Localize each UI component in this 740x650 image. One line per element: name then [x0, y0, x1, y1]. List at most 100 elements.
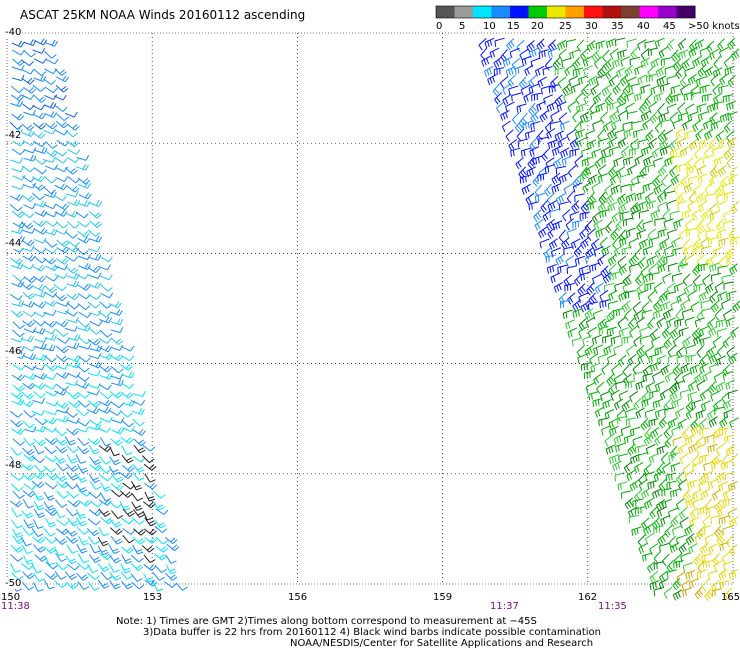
wind-barb: [515, 157, 524, 170]
wind-barb: [718, 137, 728, 150]
wind-barb: [726, 100, 737, 111]
wind-barb: [144, 536, 157, 544]
wind-barb: [76, 572, 89, 581]
wind-barb: [542, 209, 552, 222]
wind-barb: [688, 442, 698, 454]
wind-barb: [10, 336, 24, 343]
wind-barb: [77, 284, 91, 291]
wind-barb: [56, 113, 70, 122]
wind-barb: [725, 535, 735, 548]
wind-barb: [703, 470, 714, 482]
wind-barb: [700, 299, 711, 309]
wind-barb: [710, 514, 721, 525]
wind-barb: [678, 478, 687, 491]
wind-barb: [572, 182, 583, 193]
wind-barb: [703, 461, 714, 471]
wind-barb: [597, 254, 607, 267]
wind-barb: [43, 176, 57, 184]
wind-barb: [662, 208, 671, 222]
wind-barb: [714, 525, 723, 538]
wind-barb: [34, 167, 48, 175]
wind-barb: [661, 326, 671, 339]
wind-barb: [620, 56, 631, 67]
wind-barb: [563, 91, 574, 103]
wind-barb: [634, 92, 645, 102]
wind-barb: [570, 238, 581, 250]
wind-barb: [665, 472, 676, 482]
wind-barb: [673, 282, 684, 293]
wind-barb: [67, 176, 81, 184]
wind-barb: [565, 39, 577, 48]
wind-barb: [88, 281, 102, 289]
wind-barb: [682, 462, 691, 476]
wind-barb: [111, 489, 124, 497]
wind-barb: [108, 301, 122, 309]
wind-barb: [45, 39, 59, 47]
wind-barb: [33, 572, 45, 582]
wind-barb: [54, 273, 68, 279]
wind-barb: [674, 318, 685, 328]
wind-barb: [614, 281, 625, 292]
wind-barb: [574, 128, 585, 140]
wind-barb: [32, 104, 46, 111]
wind-barb: [152, 581, 164, 592]
wind-barb: [710, 390, 720, 402]
wind-barb: [678, 49, 689, 60]
wind-barb: [582, 55, 593, 67]
wind-barb: [34, 464, 47, 473]
wind-barb: [54, 473, 68, 482]
wind-barb: [673, 553, 683, 566]
wind-barb: [723, 190, 734, 201]
wind-barb: [132, 400, 146, 406]
wind-barb: [608, 263, 617, 276]
wind-barb: [679, 228, 688, 240]
wind-barb: [688, 46, 698, 58]
wind-barb: [600, 111, 609, 124]
wind-barb: [672, 334, 682, 347]
wind-barb: [569, 211, 580, 222]
wind-barb: [109, 571, 122, 581]
wind-barb: [55, 499, 68, 508]
wind-barb: [78, 192, 92, 200]
wind-barb: [100, 437, 112, 447]
wind-barb: [647, 480, 658, 490]
wind-barb: [726, 290, 737, 300]
wind-barb: [66, 471, 79, 481]
wind-barb: [33, 290, 47, 298]
wind-barb: [580, 300, 590, 313]
wind-barb: [67, 199, 81, 207]
wind-barb: [44, 150, 58, 158]
wind-barb: [727, 37, 736, 51]
wind-barb: [22, 571, 35, 580]
wind-barb: [622, 282, 633, 293]
wind-barb: [723, 120, 732, 133]
wind-barb: [165, 564, 177, 575]
wind-barb: [601, 49, 610, 63]
wind-barb: [669, 488, 681, 498]
wind-barb: [657, 228, 668, 238]
wind-barb: [56, 519, 70, 526]
wind-barb: [613, 245, 623, 257]
wind-barb: [620, 490, 632, 500]
wind-barb: [21, 300, 35, 308]
wind-barb: [572, 299, 582, 312]
wind-barb: [643, 498, 654, 510]
wind-barb: [567, 100, 577, 113]
wind-barb: [23, 276, 37, 284]
wind-barb: [87, 400, 101, 408]
wind-barb: [45, 275, 59, 282]
wind-barb: [33, 68, 47, 76]
wind-barb: [153, 490, 166, 499]
wind-barb: [22, 310, 36, 318]
wind-barb: [55, 402, 69, 409]
wind-barb: [585, 164, 595, 176]
wind-barb: [561, 57, 572, 68]
wind-barb: [144, 482, 158, 490]
wind-barb: [33, 247, 47, 254]
wind-barb: [132, 455, 146, 463]
wind-barb: [622, 121, 633, 131]
wind-barb: [120, 571, 133, 580]
wind-barb: [625, 290, 636, 299]
wind-barb: [87, 536, 100, 545]
wind-barb: [557, 264, 568, 274]
